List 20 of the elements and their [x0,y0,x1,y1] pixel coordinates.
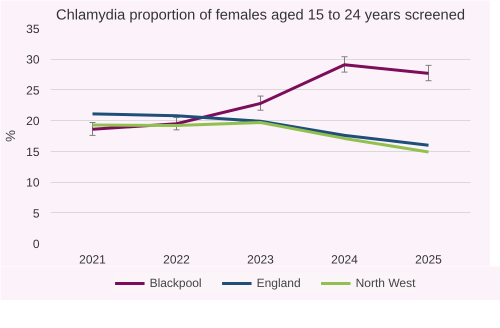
x-tick-label: 2023 [247,252,274,266]
y-tick-label: 35 [26,22,40,36]
x-tick-label: 2025 [415,252,442,266]
legend-label: England [256,276,301,290]
y-tick-label: 30 [26,52,40,67]
x-tick-label: 2021 [79,252,106,266]
y-axis-title: % [3,130,18,142]
y-tick-label: 0 [32,237,40,251]
x-tick-label: 2024 [331,252,358,266]
x-tick-label: 2022 [163,252,190,266]
legend-label: Blackpool [150,276,202,290]
chart-title: Chlamydia proportion of females aged 15 to 24 years screened [56,8,466,24]
line-series [91,112,430,147]
line-series [91,120,430,154]
y-tick-label: 10 [26,176,40,190]
y-tick-label: 15 [26,144,40,159]
y-tick-label: 20 [26,114,40,128]
y-tick-label: 25 [26,83,40,98]
legend-label: North West [356,276,416,290]
y-tick-label: 5 [32,206,40,220]
